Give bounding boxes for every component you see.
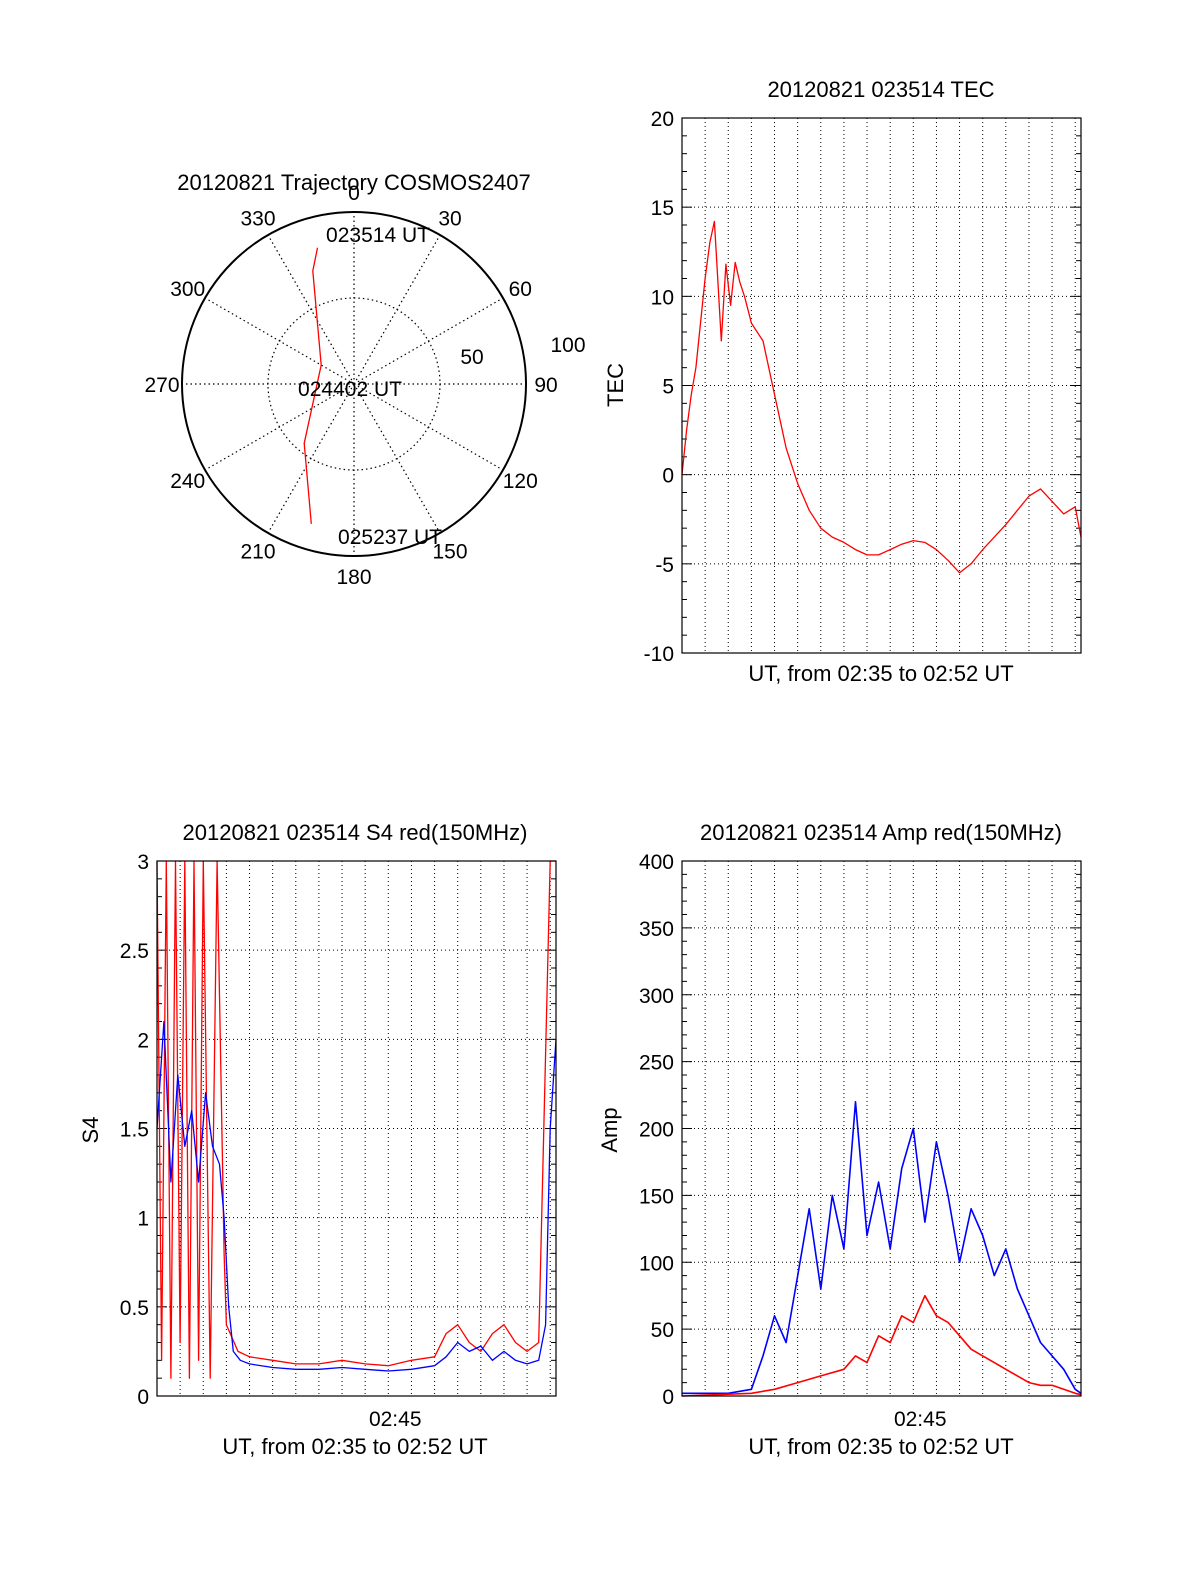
- y-tick-label: 20: [651, 108, 674, 131]
- x-tick-label: 02:45: [894, 1408, 947, 1431]
- y-tick-label: 150: [639, 1185, 674, 1208]
- y-tick-label: 1.5: [120, 1119, 149, 1142]
- plot-frame: [681, 860, 1082, 1397]
- s4-plot: 20120821 023514 S4 red(150MHz) UT, from …: [78, 820, 557, 1459]
- trajectory-time-label: 025237 UT: [338, 526, 442, 549]
- y-tick-label: 10: [651, 286, 674, 309]
- y-tick-label: 0: [137, 1386, 149, 1409]
- y-tick-label: 200: [639, 1119, 674, 1142]
- y-tick-label: 0: [662, 465, 674, 488]
- amp-xlabel: UT, from 02:35 to 02:52 UT: [748, 1434, 1013, 1459]
- s4-ylabel: S4: [78, 1117, 103, 1144]
- amp-plot: 20120821 023514 Amp red(150MHz) UT, from…: [597, 820, 1082, 1459]
- polar-angle-label: 90: [534, 374, 557, 397]
- plot-frame: [681, 117, 1082, 654]
- polar-spoke: [267, 234, 355, 385]
- trajectory-path: [303, 247, 322, 524]
- polar-spoke: [353, 297, 504, 385]
- polar-spoke: [353, 383, 441, 534]
- polar-angle-label: 30: [438, 208, 461, 231]
- polar-angle-label: 150: [432, 540, 467, 563]
- y-tick-label: 5: [662, 376, 674, 399]
- s4-title: 20120821 023514 S4 red(150MHz): [183, 820, 528, 845]
- y-tick-label: -10: [644, 643, 674, 666]
- series-line-blue: [682, 1101, 1082, 1395]
- tec-title: 20120821 023514 TEC: [767, 77, 994, 102]
- polar-angle-label: 300: [170, 278, 205, 301]
- polar-spoke: [204, 383, 355, 471]
- series-line-red: [681, 220, 1082, 574]
- polar-spoke: [204, 297, 355, 385]
- y-tick-label: 0: [662, 1386, 674, 1409]
- x-tick-label: 02:45: [369, 1408, 422, 1431]
- plot-frame: [156, 860, 557, 1397]
- polar-angle-label: 60: [509, 278, 532, 301]
- tec-plot: 20120821 023514 TEC UT, from 02:35 to 02…: [603, 77, 1082, 686]
- tec-xlabel: UT, from 02:35 to 02:52 UT: [748, 661, 1013, 686]
- series-line-red: [156, 860, 556, 1379]
- polar-angle-label: 180: [336, 566, 371, 589]
- polar-spoke: [353, 383, 504, 471]
- amp-ylabel: Amp: [597, 1107, 622, 1152]
- y-tick-label: 3: [137, 851, 149, 874]
- amp-title: 20120821 023514 Amp red(150MHz): [700, 820, 1062, 845]
- trajectory-title: 20120821 Trajectory COSMOS2407: [177, 170, 530, 195]
- y-tick-label: 2.5: [120, 940, 149, 963]
- polar-spoke: [353, 234, 441, 385]
- trajectory-time-label: 023514 UT: [326, 224, 430, 247]
- polar-radial-label: 50: [460, 346, 483, 369]
- polar-angle-label: 330: [240, 208, 275, 231]
- y-tick-label: -5: [655, 554, 674, 577]
- polar-angle-label: 210: [240, 540, 275, 563]
- trajectory-polar-plot: 0 30 60 90 120 150 180 210 240 270 300 330 50 100 0235…: [144, 170, 585, 589]
- y-tick-label: 350: [639, 918, 674, 941]
- y-tick-label: 400: [639, 851, 674, 874]
- polar-angle-label: 0: [348, 182, 360, 205]
- s4-xlabel: UT, from 02:35 to 02:52 UT: [222, 1434, 487, 1459]
- y-tick-label: 100: [639, 1252, 674, 1275]
- y-tick-label: 15: [651, 197, 674, 220]
- polar-angle-label: 120: [503, 470, 538, 493]
- polar-spoke: [267, 383, 355, 534]
- y-tick-label: 50: [651, 1319, 674, 1342]
- polar-radial-label: 100: [550, 334, 585, 357]
- y-tick-label: 300: [639, 985, 674, 1008]
- series-line-blue: [156, 1020, 557, 1372]
- tec-ylabel: TEC: [603, 363, 628, 407]
- y-tick-label: 1: [137, 1208, 149, 1231]
- y-tick-label: 250: [639, 1052, 674, 1075]
- polar-outer-circle: [181, 211, 527, 557]
- series-line-red: [681, 1294, 1082, 1397]
- polar-angle-label: 240: [170, 470, 205, 493]
- y-tick-label: 0.5: [120, 1297, 149, 1320]
- polar-angle-label: 270: [144, 374, 179, 397]
- trajectory-time-label: 024402 UT: [298, 378, 402, 401]
- y-tick-label: 2: [137, 1029, 149, 1052]
